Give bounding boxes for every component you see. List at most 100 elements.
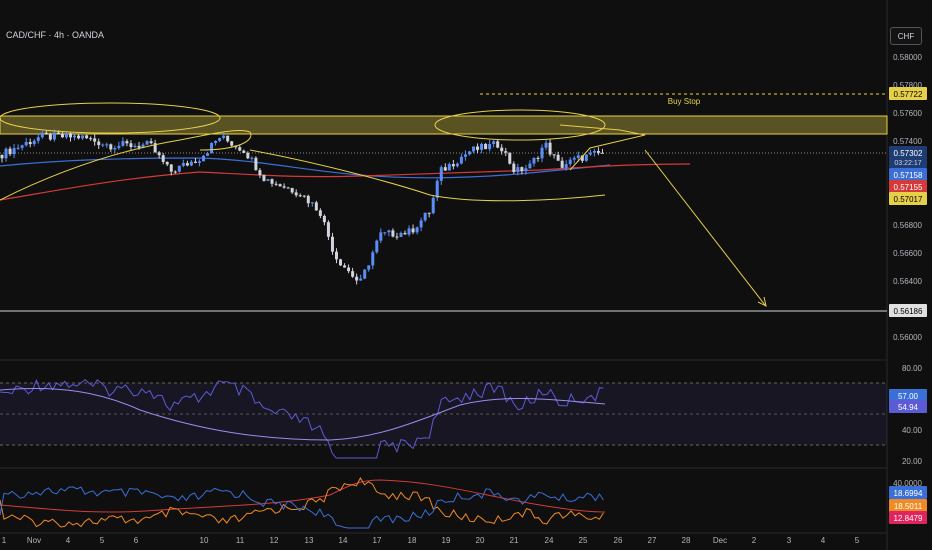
candle-body [427, 212, 431, 214]
candle-body [480, 143, 484, 150]
candle-body [476, 146, 480, 150]
candle-body [532, 157, 536, 164]
candle-body [262, 175, 266, 181]
rsi-tick-label: 80.00 [902, 364, 923, 373]
candle-body [85, 135, 89, 139]
y-tick-label: 0.57800 [893, 81, 922, 90]
candle-body [133, 145, 137, 148]
candle-body [89, 138, 93, 140]
candle-body [210, 143, 214, 154]
candle-body [351, 271, 355, 277]
candle-body [250, 157, 254, 159]
candle-body [258, 170, 262, 176]
candle-body [125, 141, 129, 144]
candle-body [169, 164, 173, 172]
candle-body [459, 156, 463, 164]
x-tick-label: 4 [821, 536, 826, 545]
candle-body [310, 202, 314, 204]
candle-body [355, 276, 359, 281]
x-tick-label: 14 [339, 536, 348, 545]
candle-body [451, 164, 455, 167]
x-tick-label: 25 [579, 536, 588, 545]
candle-body [544, 142, 548, 148]
drawing-ellipse [434, 109, 606, 141]
x-tick-label: 18 [408, 536, 417, 545]
candle-body [161, 155, 165, 162]
x-tick-label: 13 [305, 536, 314, 545]
rsi-value-label-bg [889, 400, 927, 413]
rsi-line [0, 378, 604, 459]
candle-body [157, 152, 161, 156]
candle-body [197, 161, 201, 163]
x-tick-label: Nov [27, 536, 41, 545]
candle-body [32, 140, 36, 145]
adx-value-label: 18.6994 [894, 489, 923, 498]
countdown-label: 03:22:17 [894, 160, 921, 167]
x-tick-label: 24 [545, 536, 554, 545]
candle-body [56, 132, 60, 135]
candle-body [242, 150, 246, 153]
x-tick-label: 28 [682, 536, 691, 545]
currency-button[interactable]: CHF [890, 27, 922, 45]
candle-body [492, 141, 496, 145]
candle-body [97, 141, 101, 146]
candle-body [467, 151, 471, 155]
candle-body [391, 230, 395, 237]
candle-body [520, 167, 524, 172]
candle-body [298, 195, 302, 197]
candle-body [230, 141, 234, 146]
candle-body [165, 161, 169, 165]
x-tick-label: 3 [787, 536, 792, 545]
candle-body [222, 135, 226, 138]
candle-body [500, 147, 504, 152]
candle-body [81, 135, 85, 139]
candle-body [383, 232, 387, 234]
x-tick-label: 27 [648, 536, 657, 545]
candle-body [28, 142, 32, 145]
candle-body [73, 135, 77, 138]
buy-stop-price-label-bg [889, 87, 927, 100]
candle-body [552, 154, 556, 156]
y-tick-label: 0.56400 [893, 277, 922, 286]
candle-body [572, 157, 576, 160]
candle-body [181, 163, 185, 166]
current-price-label: 0.57302 [894, 149, 923, 158]
arrow-head [757, 296, 767, 307]
candle-body [439, 167, 443, 181]
candle-body [540, 147, 544, 159]
candle-body [403, 232, 407, 235]
buy-stop-price-label: 0.57722 [894, 90, 923, 99]
candle-body [137, 145, 141, 148]
candle-body [149, 141, 153, 144]
candle-body [93, 138, 97, 142]
candle-body [286, 187, 290, 189]
candle-body [4, 148, 8, 159]
candle-body [270, 179, 274, 184]
candle-body [407, 228, 411, 235]
candle-body [109, 144, 113, 150]
ma-price-label: 0.57155 [894, 183, 923, 192]
candle-body [472, 146, 476, 152]
candle-body [117, 145, 121, 149]
candle-body [185, 163, 189, 166]
rsi-value-label: 54.94 [898, 403, 919, 412]
adx-value-label-bg [889, 511, 927, 524]
candle-body [484, 143, 488, 150]
candle-body [504, 151, 508, 153]
x-tick-label: 19 [442, 536, 451, 545]
y-tick-label: 0.56000 [893, 333, 922, 342]
candle-body [0, 155, 4, 159]
projection-arrow [644, 149, 766, 306]
candle-body [20, 145, 24, 148]
candle-body [326, 222, 330, 237]
candle-body [274, 183, 278, 185]
candle-body [387, 230, 391, 233]
adx-tick-label: 40.0000 [893, 479, 922, 488]
adx-value-label-bg [889, 499, 927, 512]
candle-body [36, 137, 40, 141]
x-tick-label: Dec [713, 536, 727, 545]
candle-body [202, 155, 205, 162]
candle-body [218, 137, 222, 141]
candle-body [145, 141, 149, 145]
